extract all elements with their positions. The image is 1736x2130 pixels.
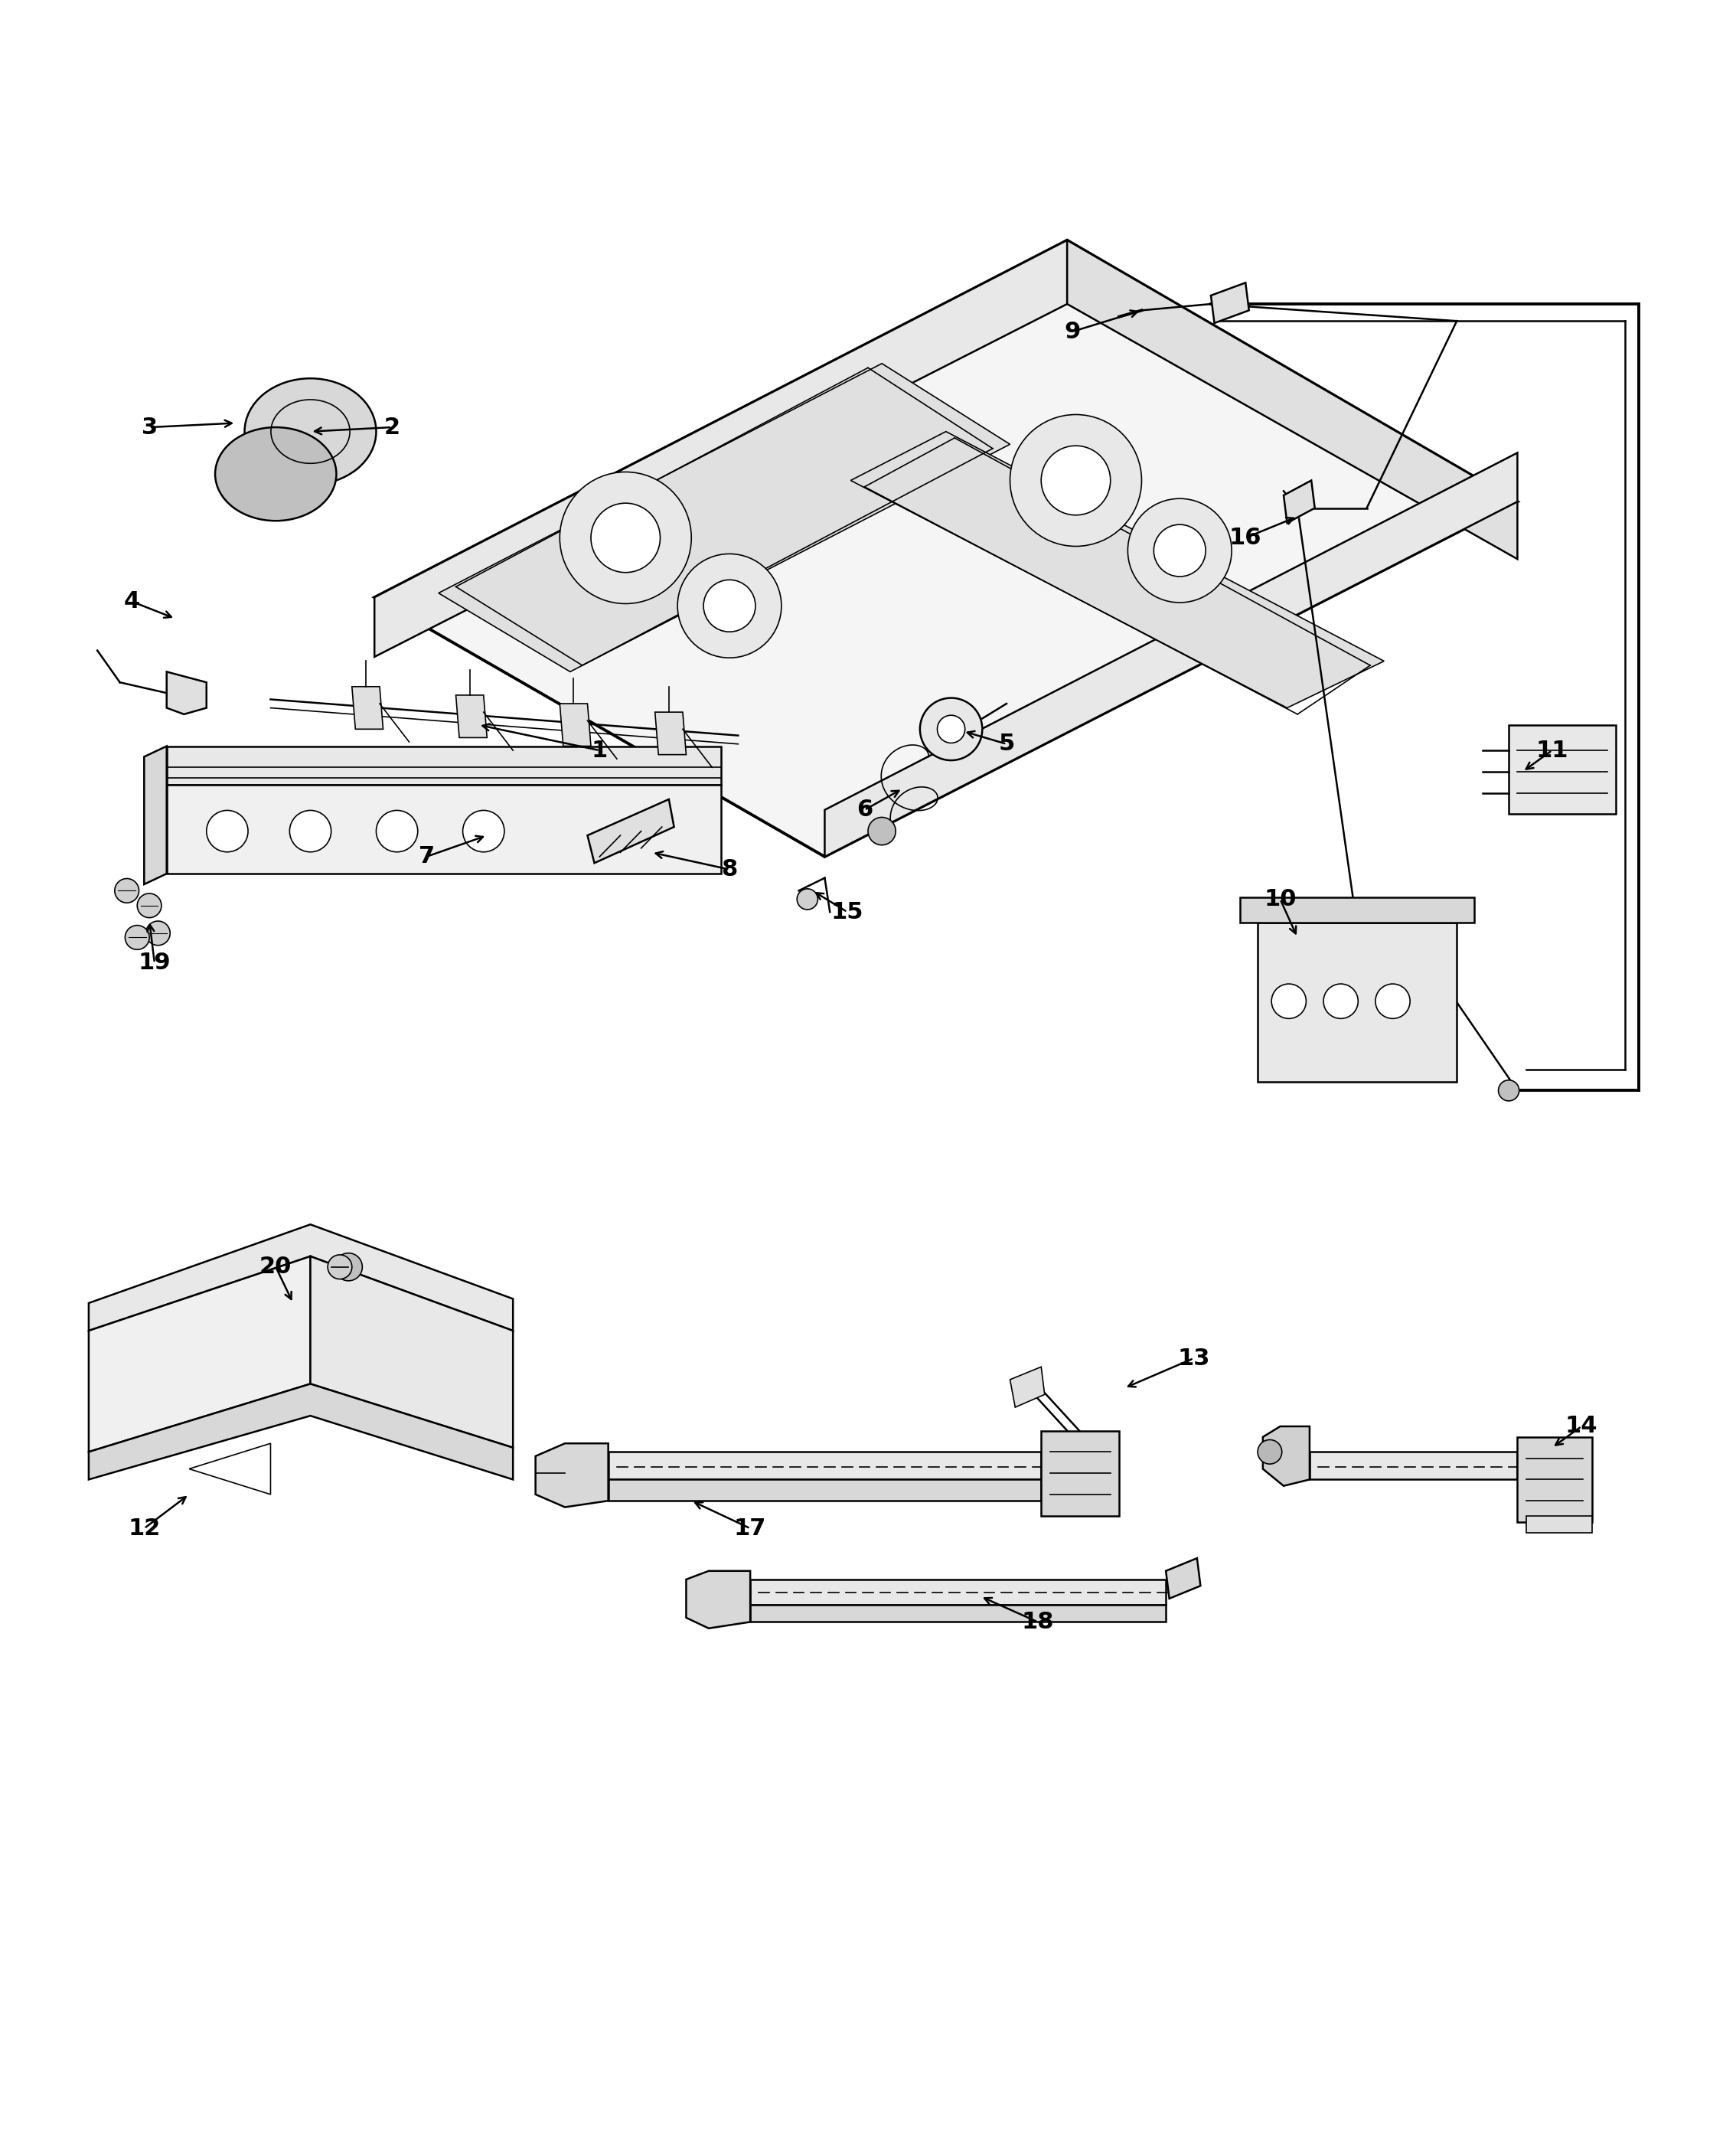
Text: 20: 20 [259,1257,292,1278]
Polygon shape [1068,241,1517,558]
Text: 15: 15 [832,901,863,922]
Text: 6: 6 [856,799,873,820]
Polygon shape [851,432,1384,707]
Polygon shape [1509,724,1616,814]
Polygon shape [311,1257,514,1448]
Text: 1: 1 [592,739,608,763]
Circle shape [1010,415,1142,545]
Text: 19: 19 [139,952,170,973]
Polygon shape [439,364,1010,671]
Text: 10: 10 [1264,888,1297,910]
Circle shape [1257,1440,1281,1463]
Text: 7: 7 [418,846,434,867]
Polygon shape [654,711,686,754]
Circle shape [797,888,818,910]
Polygon shape [352,686,384,728]
Circle shape [868,818,896,846]
Polygon shape [167,671,207,714]
Polygon shape [608,1480,1042,1502]
Circle shape [677,554,781,658]
Polygon shape [608,1453,1042,1480]
Ellipse shape [215,428,337,522]
Circle shape [290,809,332,852]
Polygon shape [167,745,720,784]
Polygon shape [587,799,674,863]
Polygon shape [1526,1517,1592,1534]
Polygon shape [1010,1367,1045,1408]
Circle shape [137,892,161,918]
Text: 12: 12 [128,1517,160,1540]
Polygon shape [1240,897,1474,922]
Circle shape [1154,524,1207,577]
Circle shape [559,473,691,603]
Text: 17: 17 [734,1517,767,1540]
Text: 11: 11 [1536,739,1568,763]
Polygon shape [457,694,488,737]
Polygon shape [1212,283,1248,324]
Polygon shape [1309,1453,1517,1480]
Polygon shape [750,1604,1167,1621]
Ellipse shape [245,379,377,486]
Text: 4: 4 [123,590,141,613]
Circle shape [1128,498,1231,603]
Circle shape [937,716,965,743]
Circle shape [1375,984,1410,1018]
Polygon shape [825,454,1517,856]
Text: 13: 13 [1177,1348,1210,1370]
Polygon shape [89,1225,514,1331]
Circle shape [1323,984,1358,1018]
Circle shape [1498,1080,1519,1101]
Text: 16: 16 [1229,526,1262,550]
Polygon shape [1257,922,1457,1082]
Text: 3: 3 [141,415,158,439]
Polygon shape [89,1384,514,1480]
Circle shape [328,1255,352,1280]
Polygon shape [167,784,720,873]
Text: 5: 5 [998,733,1014,756]
Circle shape [1271,984,1305,1018]
Polygon shape [1262,1427,1309,1487]
Polygon shape [1167,1559,1201,1598]
Circle shape [920,699,983,760]
Polygon shape [750,1580,1167,1604]
Polygon shape [1517,1438,1592,1523]
Circle shape [377,809,418,852]
Circle shape [207,809,248,852]
Polygon shape [1042,1431,1120,1517]
Polygon shape [686,1572,750,1627]
Polygon shape [375,241,1517,856]
Polygon shape [89,1257,311,1453]
Circle shape [146,920,170,946]
Circle shape [1042,445,1111,515]
Text: 9: 9 [1064,320,1080,343]
Polygon shape [144,745,167,884]
Polygon shape [189,1444,271,1495]
Circle shape [464,809,505,852]
Circle shape [703,579,755,633]
Polygon shape [559,703,590,745]
Polygon shape [1283,481,1314,524]
Polygon shape [535,1444,608,1508]
Circle shape [125,924,149,950]
Circle shape [335,1252,363,1280]
Text: 14: 14 [1566,1414,1597,1438]
Circle shape [115,878,139,903]
Text: 8: 8 [722,858,738,880]
Text: 18: 18 [1021,1610,1054,1634]
Circle shape [590,503,660,573]
Polygon shape [375,241,1068,656]
Text: 2: 2 [384,415,399,439]
